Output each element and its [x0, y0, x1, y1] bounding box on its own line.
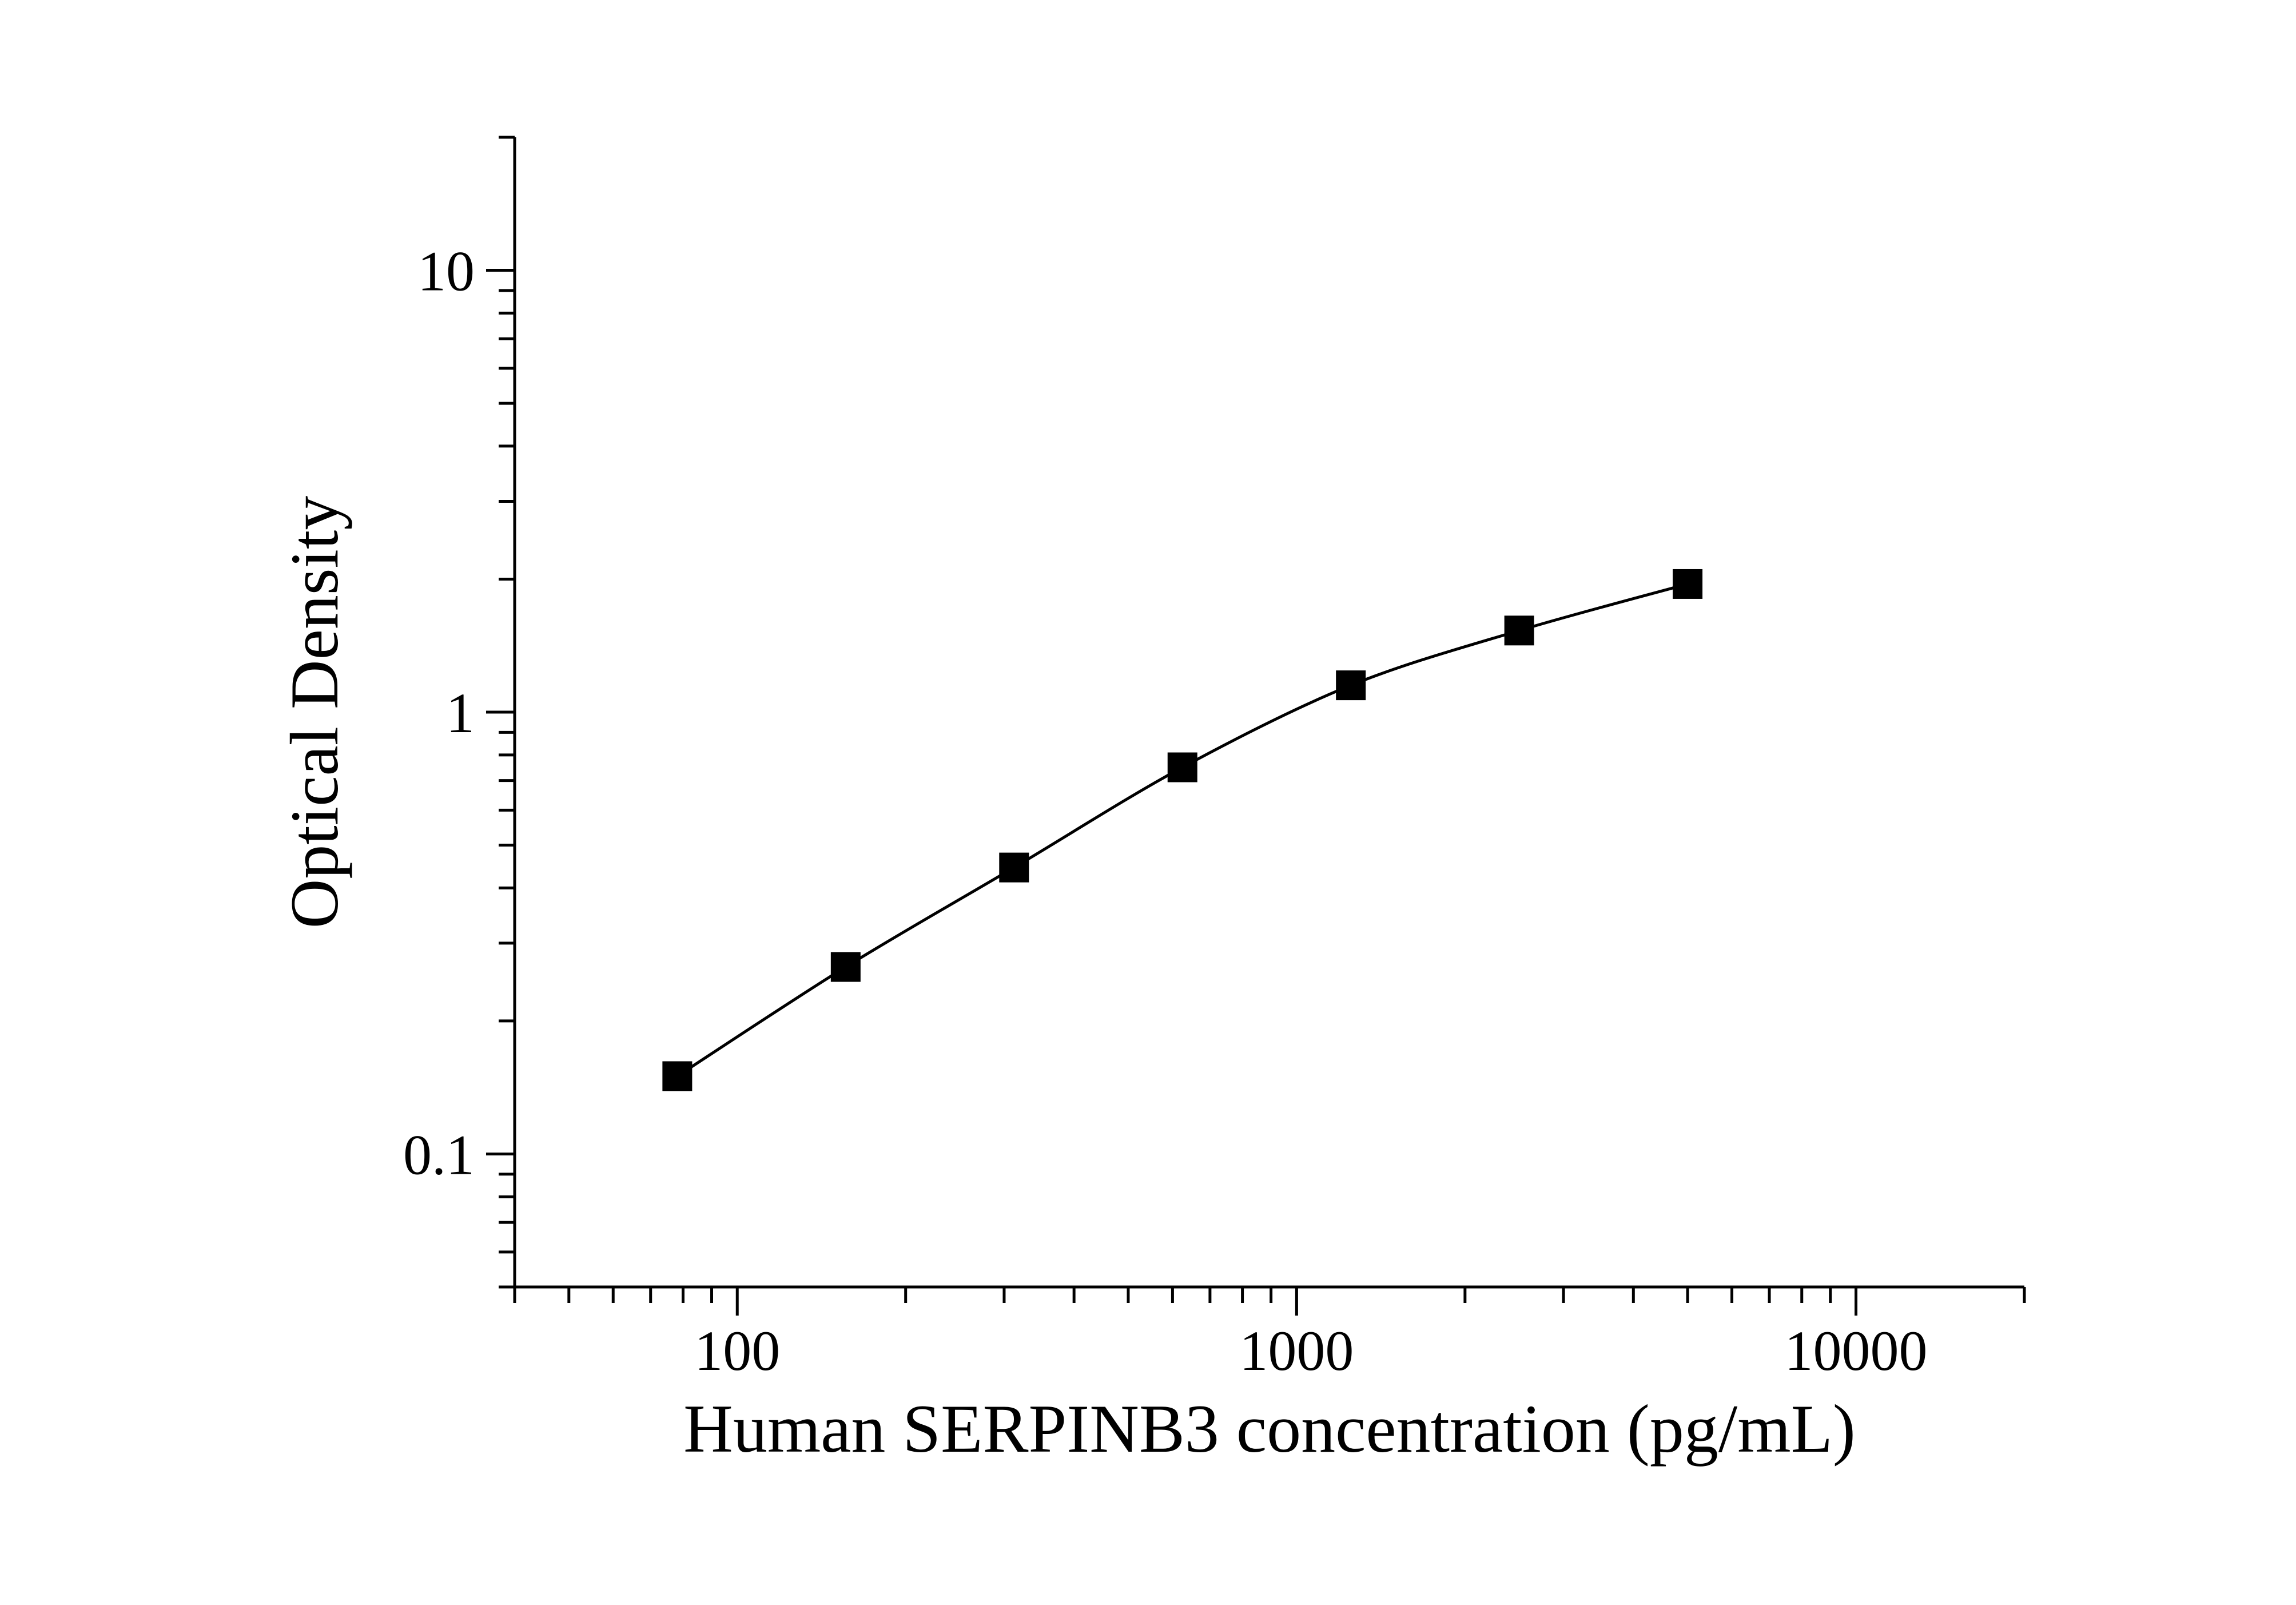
y-tick-label: 0.1: [403, 1123, 475, 1186]
data-point-marker: [663, 1062, 691, 1090]
x-axis-label: Human SERPINB3 concentration (pg/mL): [683, 1391, 1856, 1467]
data-point-marker: [1000, 853, 1028, 882]
y-axis-label: Optical Density: [276, 496, 352, 929]
y-tick-label: 10: [417, 240, 475, 303]
x-tick-label: 1000: [1239, 1319, 1354, 1382]
x-tick-label: 10000: [1785, 1319, 1928, 1382]
elisa-standard-curve-chart: 100 1000 10000 0.1 1 10 Human SERPINB3 conce…: [0, 0, 2296, 1605]
data-point-marker: [1505, 616, 1534, 645]
chart-container: 100 1000 10000 0.1 1 10 Human SERPINB3 conce…: [0, 0, 2296, 1605]
data-point-marker: [1168, 753, 1197, 782]
y-tick-label: 1: [446, 681, 475, 745]
data-point-marker: [831, 953, 860, 982]
data-point-marker: [1336, 671, 1365, 700]
x-tick-label: 100: [694, 1319, 780, 1382]
data-point-marker: [1673, 570, 1702, 598]
